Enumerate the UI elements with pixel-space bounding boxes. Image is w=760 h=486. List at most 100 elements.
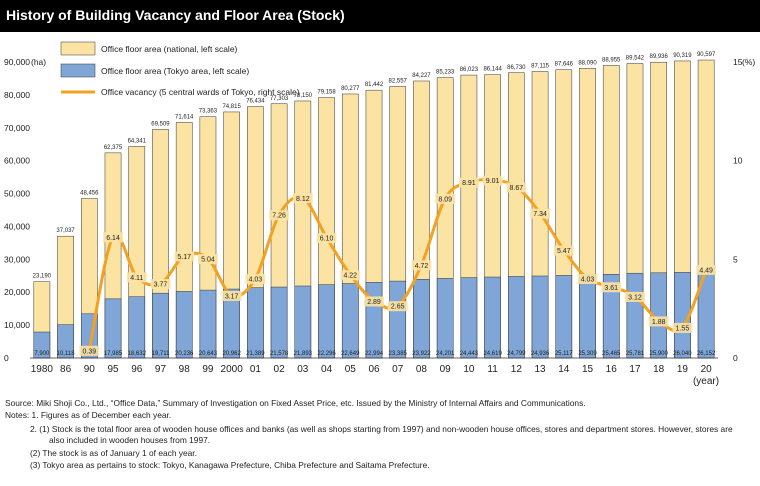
tokyo-value-label: 24,936 [531,351,550,357]
national-value-label: 74,815 [222,104,241,110]
tokyo-value-label: 23,922 [412,351,431,357]
vacancy-value-label: 8.12 [296,196,310,203]
left-tick-label: 0 [4,353,9,363]
vacancy-value-label: 0.39 [82,348,96,355]
vacancy-label-bg [387,301,408,312]
vacancy-label-bg [103,232,123,243]
tokyo-value-label: 25,781 [626,351,645,357]
national-value-label: 87,115 [531,63,550,69]
national-value-label: 84,227 [412,73,431,79]
vacancy-value-label: 4.22 [343,273,357,280]
vacancy-label-bg [482,175,503,186]
bar-tokyo [247,287,264,359]
vacancy-label-bg [221,290,242,301]
vacancy-label-bg [625,291,645,302]
x-tick-label: 10 [463,364,475,375]
tokyo-value-label: 25,465 [602,351,621,357]
vacancy-label-bg [458,177,479,188]
x-axis-unit: (year) [693,376,719,387]
vacancy-label-bg [364,296,384,307]
vacancy-value-label: 1.55 [676,325,690,332]
vacancy-label-bg [601,282,622,293]
x-tick-label: 01 [250,364,262,375]
bar-tokyo [175,291,193,359]
vacancy-label-bg [174,251,195,262]
bar-tokyo [460,277,478,359]
x-tick-label: 03 [297,364,309,375]
x-tick-label: 86 [60,364,72,375]
tokyo-value-label: 20,236 [175,351,194,357]
bar-tokyo [270,286,288,359]
bar-tokyo [555,275,573,359]
tokyo-value-label: 26,152 [697,351,716,357]
tokyo-value-label: 26,040 [673,351,692,357]
national-value-label: 64,341 [128,138,147,144]
chart: 0 10,000 20,000 30,000 40,000 50,000 60,000 70,… [4,41,755,387]
bar-tokyo [508,276,525,359]
vacancy-value-label: 5.17 [177,254,191,261]
x-tick-label: 20 [701,364,713,375]
national-value-label: 86,144 [483,67,502,73]
national-value-label: 89,936 [650,54,669,60]
bar-tokyo [389,280,407,359]
left-tick-label: 80,000 [4,90,30,100]
national-value-label: 76,434 [246,99,265,105]
x-tick-label: 15 [582,364,594,375]
national-value-label: 82,557 [389,78,408,84]
bar-tokyo [294,285,312,359]
vacancy-label-bg [411,260,432,271]
vacancy-value-label: 4.49 [699,267,713,274]
vacancy-label-bg [530,208,550,219]
left-tick-label: 90,000 [4,57,30,67]
bar-tokyo [531,275,549,359]
tokyo-value-label: 24,619 [483,351,502,357]
tokyo-value-label: 17,985 [104,351,123,357]
vacancy-value-label: 4.11 [130,275,143,282]
tokyo-value-label: 7,900 [34,351,50,357]
vacancy-value-label: 2.89 [367,299,381,306]
tokyo-value-label: 23,385 [389,351,408,357]
tokyo-value-label: 20,643 [199,351,218,357]
vacancy-value-label: 6.14 [106,235,120,242]
vacancy-value-label: 3.12 [628,294,642,301]
x-tick-label: 98 [179,364,191,375]
national-value-label: 86,730 [507,65,526,71]
bar-tokyo [365,282,383,359]
national-value-label: 81,442 [365,82,384,88]
bar-tokyo [579,274,596,359]
national-value-label: 87,646 [555,62,574,68]
national-value-label: 88,090 [578,60,597,66]
vacancy-value-label: 3.17 [225,293,239,300]
national-value-label: 48,456 [80,191,99,197]
x-tick-label: 09 [440,364,452,375]
x-tick-label: 95 [107,364,119,375]
left-axis-unit: (ha) [31,57,46,67]
vacancy-label-bg [696,264,717,275]
national-value-label: 37,037 [56,228,75,234]
tokyo-value-label: 25,117 [555,351,574,357]
x-tick-label: 16 [606,364,618,375]
national-value-label: 88,955 [602,57,621,63]
left-tick-label: 40,000 [4,221,30,231]
x-tick-label: 18 [653,364,665,375]
legend-label-tokyo: Office floor area (Tokyo area, left scal… [101,66,249,76]
vacancy-value-label: 1.88 [652,319,666,326]
national-value-label: 89,542 [626,56,645,62]
bar-tokyo [436,278,454,359]
vacancy-label-bg [672,322,693,333]
legend-label-vacancy: Office vacancy (5 central wards of Tokyo… [101,87,300,97]
vacancy-label-bg [245,273,266,284]
national-value-label: 85,233 [436,70,455,76]
tokyo-value-label: 25,309 [578,351,597,357]
national-value-label: 77,303 [270,96,289,102]
legend-label-national: Office floor area (national, left scale) [101,44,238,54]
tokyo-value-label: 22,296 [317,351,336,357]
vacancy-label-bg [435,193,456,204]
vacancy-value-label: 6.10 [320,236,334,243]
bar-tokyo [341,283,359,359]
x-tick-label: 14 [558,364,570,375]
title-bar: History of Building Vacancy and Floor Ar… [0,0,760,32]
national-value-label: 62,375 [104,145,123,151]
tokyo-value-label: 24,201 [436,351,455,357]
vacancy-value-label: 4.72 [415,263,429,270]
